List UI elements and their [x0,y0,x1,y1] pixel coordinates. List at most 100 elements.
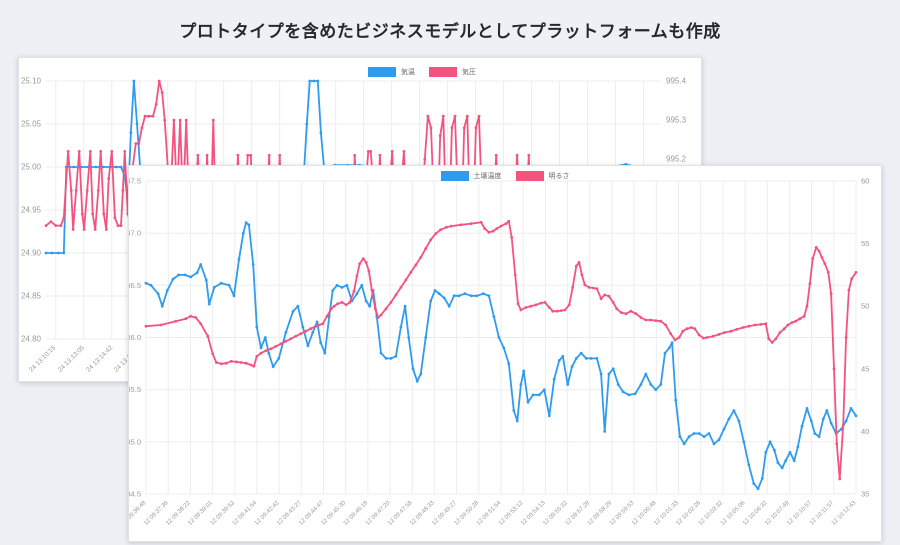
data-point [409,271,413,274]
data-point [353,153,357,157]
data-point [140,126,144,130]
data-point [211,118,215,122]
data-point [692,432,696,435]
right-axis-tick: 995.4 [666,77,687,86]
data-point [345,283,349,287]
data-point [424,247,428,250]
data-point [457,294,461,298]
data-point [116,224,120,228]
data-point [547,414,551,418]
data-point [453,114,457,118]
data-point [360,283,364,287]
data-point [764,322,768,326]
data-point [479,220,483,224]
data-point [773,448,776,452]
legend-label: 気温 [401,69,415,76]
data-point [786,323,790,327]
data-point [394,293,398,297]
data-point [204,278,208,282]
data-point [663,351,667,355]
data-point [69,189,73,192]
data-point [91,212,95,216]
data-point [711,334,715,338]
data-point [314,324,318,328]
data-point [737,419,741,423]
data-point [741,326,745,329]
data-point [50,251,54,255]
data-point [669,332,673,336]
data-point [399,286,403,289]
data-point [143,114,147,118]
legend-item-気圧[interactable]: 気圧 [429,67,476,77]
data-point [93,228,97,231]
data-point [491,229,495,233]
data-point [813,432,817,435]
data-point [149,283,153,287]
data-point [685,327,689,331]
legend-label: 明るさ [548,173,570,180]
data-point [778,331,782,334]
data-point [742,440,746,444]
data-point [205,153,209,157]
data-point [366,150,370,153]
data-point [384,307,388,311]
data-point [156,292,160,296]
data-point [552,377,556,381]
left-axis-tick: 36.0 [129,333,141,342]
data-point [788,450,792,454]
data-point [796,445,800,449]
data-point [659,383,663,386]
data-point [404,278,408,282]
legend-swatch [368,67,396,77]
data-point [492,315,496,318]
data-point [227,283,231,287]
data-point [447,304,451,308]
data-point [332,304,336,308]
data-point [747,463,751,467]
data-point [507,362,511,365]
data-point [678,435,682,438]
data-point [599,372,603,376]
data-point [364,299,368,303]
data-point [160,91,164,95]
data-point [438,134,442,138]
data-point [444,225,448,229]
data-point [735,328,739,331]
data-point [654,319,658,322]
legend-item-明るさ[interactable]: 明るさ [515,171,570,181]
data-point [584,357,588,360]
data-point [611,301,615,304]
data-point [603,430,607,433]
data-point [80,212,84,216]
data-point [403,304,407,308]
right-axis-tick: 45 [861,364,869,373]
left-axis-tick: 25.05 [21,120,42,129]
data-point [429,299,433,303]
data-point [826,271,830,274]
data-point [249,363,253,367]
data-point [469,222,473,225]
data-point [756,487,760,491]
legend-item-土壌温度[interactable]: 土壌温度 [440,171,502,181]
data-point [510,235,514,239]
data-point [838,477,842,481]
data-point [113,216,117,220]
legend-item-気温[interactable]: 気温 [368,67,415,77]
data-point [537,393,541,397]
data-point [299,332,303,336]
data-point [727,417,731,421]
data-point [798,317,802,321]
data-point [379,351,383,355]
data-point [633,392,637,396]
data-point [802,314,806,318]
data-point [49,220,53,224]
data-point [423,157,427,161]
data-point [452,294,456,298]
data-point [659,319,663,323]
data-point [829,421,833,425]
legend-label: 土壌温度 [473,173,502,180]
data-point [241,231,245,235]
data-point [211,352,215,356]
data-point [561,354,565,358]
data-point [411,367,415,371]
